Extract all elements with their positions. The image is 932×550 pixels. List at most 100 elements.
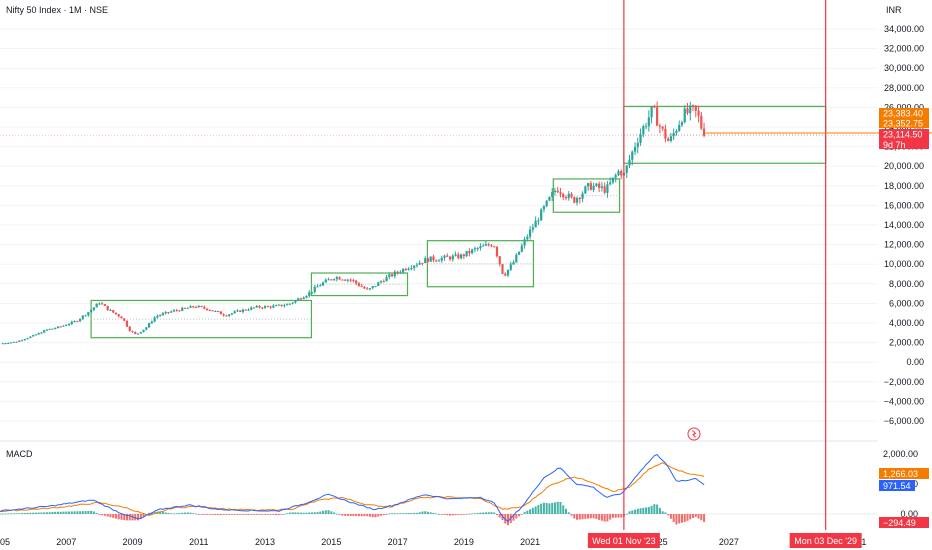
candle[interactable]: [702, 128, 706, 136]
candle[interactable]: [205, 308, 209, 311]
candle[interactable]: [131, 331, 134, 333]
candle[interactable]: [479, 246, 482, 249]
candle[interactable]: [266, 306, 269, 308]
candle[interactable]: [382, 281, 385, 283]
candle[interactable]: [379, 281, 383, 283]
candle[interactable]: [578, 197, 581, 199]
candle[interactable]: [661, 126, 664, 129]
candle[interactable]: [263, 306, 267, 309]
candle[interactable]: [606, 184, 609, 193]
candle[interactable]: [357, 283, 361, 286]
candle[interactable]: [344, 279, 347, 281]
candle[interactable]: [330, 279, 333, 281]
replay-icon[interactable]: [687, 427, 701, 441]
candle[interactable]: [65, 325, 68, 327]
candle[interactable]: [421, 262, 424, 264]
candle[interactable]: [203, 306, 206, 309]
candle[interactable]: [531, 227, 534, 230]
candle[interactable]: [628, 159, 631, 166]
candle[interactable]: [244, 309, 247, 311]
candle[interactable]: [413, 265, 416, 269]
candle[interactable]: [219, 311, 222, 315]
candle[interactable]: [446, 255, 449, 257]
candle[interactable]: [18, 340, 21, 342]
candle[interactable]: [636, 142, 639, 147]
candle[interactable]: [269, 306, 272, 308]
candle[interactable]: [341, 279, 344, 281]
candle[interactable]: [440, 257, 443, 261]
candle[interactable]: [424, 258, 427, 264]
candle[interactable]: [319, 285, 322, 287]
candle[interactable]: [123, 318, 126, 321]
candle[interactable]: [241, 309, 245, 312]
candle[interactable]: [595, 183, 598, 187]
candle[interactable]: [261, 307, 264, 309]
candle[interactable]: [297, 298, 300, 301]
candle[interactable]: [338, 277, 341, 280]
candle[interactable]: [332, 279, 336, 281]
candle[interactable]: [551, 192, 554, 197]
candle[interactable]: [349, 279, 352, 281]
candle[interactable]: [609, 182, 612, 185]
candle[interactable]: [67, 324, 71, 326]
candle[interactable]: [523, 239, 526, 246]
candle[interactable]: [396, 271, 399, 273]
candle[interactable]: [644, 126, 648, 128]
candle[interactable]: [106, 305, 109, 311]
candle[interactable]: [465, 251, 468, 257]
candle[interactable]: [457, 254, 460, 259]
candle[interactable]: [482, 245, 485, 247]
candle[interactable]: [1, 343, 4, 345]
candle[interactable]: [603, 186, 606, 193]
candle[interactable]: [504, 273, 507, 276]
candle[interactable]: [252, 307, 256, 309]
candle[interactable]: [214, 311, 217, 313]
candle[interactable]: [562, 193, 565, 198]
candle[interactable]: [56, 326, 60, 329]
candle[interactable]: [559, 192, 562, 194]
candle[interactable]: [385, 276, 388, 282]
candle[interactable]: [368, 288, 372, 290]
candle[interactable]: [150, 321, 153, 324]
candle[interactable]: [81, 315, 84, 319]
candle[interactable]: [54, 328, 57, 330]
candle[interactable]: [73, 321, 76, 323]
candle[interactable]: [631, 151, 634, 160]
candle[interactable]: [360, 285, 363, 287]
candle[interactable]: [355, 280, 358, 284]
candle[interactable]: [321, 282, 325, 286]
candle[interactable]: [189, 306, 192, 308]
candle[interactable]: [650, 106, 653, 118]
candle[interactable]: [388, 274, 391, 277]
candle[interactable]: [236, 310, 239, 312]
candle[interactable]: [7, 343, 10, 345]
candle[interactable]: [493, 246, 496, 248]
candle[interactable]: [501, 264, 504, 274]
candle[interactable]: [12, 341, 15, 343]
candle[interactable]: [548, 196, 551, 201]
candle[interactable]: [87, 312, 90, 316]
candle[interactable]: [584, 186, 587, 194]
candle[interactable]: [175, 310, 178, 312]
candle[interactable]: [672, 133, 675, 137]
candle[interactable]: [125, 320, 129, 327]
candle[interactable]: [476, 248, 479, 250]
candle[interactable]: [305, 295, 308, 298]
candle[interactable]: [435, 260, 438, 262]
candle[interactable]: [48, 328, 51, 330]
candle[interactable]: [418, 262, 421, 265]
candle[interactable]: [4, 343, 7, 345]
candle[interactable]: [335, 277, 338, 280]
candle[interactable]: [172, 310, 176, 312]
candle[interactable]: [468, 251, 471, 254]
candle[interactable]: [526, 236, 529, 240]
candle[interactable]: [29, 336, 32, 339]
candle[interactable]: [675, 130, 678, 134]
candle[interactable]: [506, 269, 510, 276]
candle[interactable]: [103, 304, 107, 306]
candle[interactable]: [76, 321, 79, 323]
candle[interactable]: [230, 313, 234, 315]
candle[interactable]: [114, 312, 118, 315]
candle[interactable]: [208, 310, 211, 312]
candle[interactable]: [490, 245, 493, 247]
